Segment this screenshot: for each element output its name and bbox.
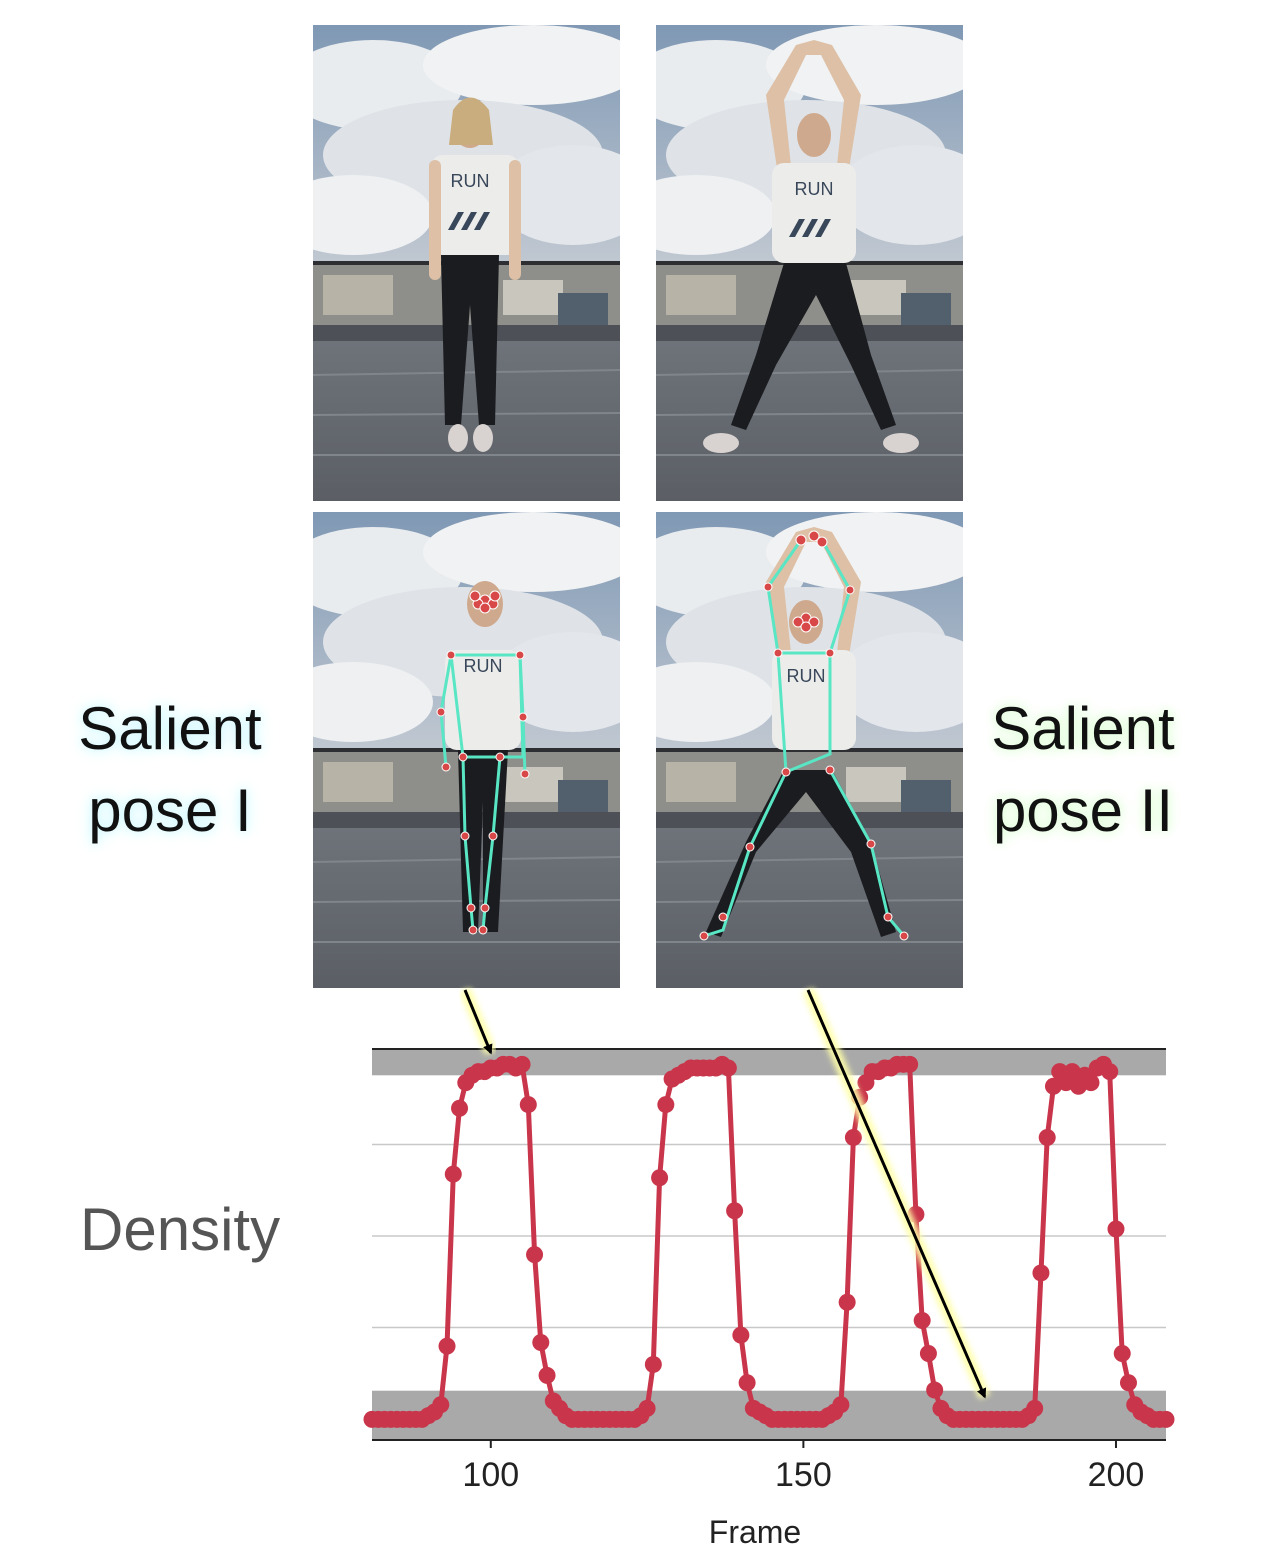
data-point — [657, 1096, 675, 1114]
data-point — [913, 1312, 931, 1330]
raised-arms — [766, 527, 861, 662]
data-point — [651, 1169, 669, 1187]
series-line — [372, 1061, 1166, 1422]
data-point — [444, 1165, 462, 1183]
shirt-text: RUN — [464, 656, 503, 676]
data-point — [926, 1381, 944, 1399]
shirt — [772, 163, 856, 263]
x-tick-label: 200 — [1088, 1456, 1145, 1494]
data-point — [532, 1333, 550, 1351]
leggings — [441, 255, 499, 425]
salient-pose-2-line1: Salient — [991, 695, 1175, 762]
skeleton-pose-1 — [439, 653, 527, 931]
keypoints-pose-1 — [436, 590, 530, 935]
data-point — [1107, 1220, 1125, 1238]
data-point — [644, 1355, 662, 1373]
shirt-text: RUN — [795, 179, 834, 199]
data-point — [1038, 1129, 1056, 1147]
data-point — [732, 1326, 750, 1344]
data-point — [513, 1055, 531, 1073]
data-point — [1082, 1074, 1100, 1092]
data-point — [901, 1055, 919, 1073]
data-point — [838, 1293, 856, 1311]
shirt — [772, 650, 856, 750]
data-point — [432, 1396, 450, 1414]
salient-pose-1-label: Salient pose I — [55, 688, 285, 852]
raised-arms — [766, 40, 861, 175]
data-point — [538, 1366, 556, 1384]
shirt-text: RUN — [451, 171, 490, 191]
data-point — [919, 1344, 937, 1362]
data-point — [719, 1059, 737, 1077]
leggings — [731, 263, 896, 430]
data-point — [738, 1374, 756, 1392]
x-axis-label: Frame — [709, 1514, 801, 1550]
data-point — [638, 1399, 656, 1417]
head — [797, 113, 831, 157]
photo-pose-1-skeleton: RUN — [313, 512, 620, 988]
salient-pose-1-line2: pose I — [88, 777, 252, 844]
shirt — [445, 650, 521, 750]
data-point — [451, 1099, 469, 1117]
photo-pose-2: RUN — [656, 25, 963, 501]
y-axis-label: Density — [80, 1196, 281, 1263]
x-tick-label: 150 — [775, 1456, 832, 1494]
pose-arrow — [463, 989, 493, 1055]
leggings — [706, 770, 896, 937]
x-tick-label: 100 — [462, 1456, 519, 1494]
pose-arrow — [806, 989, 987, 1399]
salient-pose-1-line1: Salient — [78, 695, 262, 762]
data-point — [1157, 1410, 1175, 1428]
data-point — [1119, 1374, 1137, 1392]
photo-pose-1: RUN — [313, 25, 620, 501]
data-point — [1101, 1063, 1119, 1081]
shirt-text: RUN — [787, 666, 826, 686]
data-point — [726, 1202, 744, 1220]
photo-pose-2-skeleton: RUN — [656, 512, 963, 988]
salient-pose-2-line2: pose II — [992, 777, 1174, 844]
data-point — [438, 1337, 456, 1355]
data-point — [1113, 1344, 1131, 1362]
data-point — [1026, 1399, 1044, 1417]
keypoints-pose-2 — [699, 530, 909, 941]
data-point — [844, 1129, 862, 1147]
salient-pose-2-label: Salient pose II — [968, 688, 1198, 852]
data-point — [519, 1096, 537, 1114]
data-point — [1032, 1264, 1050, 1282]
data-point — [526, 1246, 544, 1264]
data-point — [832, 1396, 850, 1414]
